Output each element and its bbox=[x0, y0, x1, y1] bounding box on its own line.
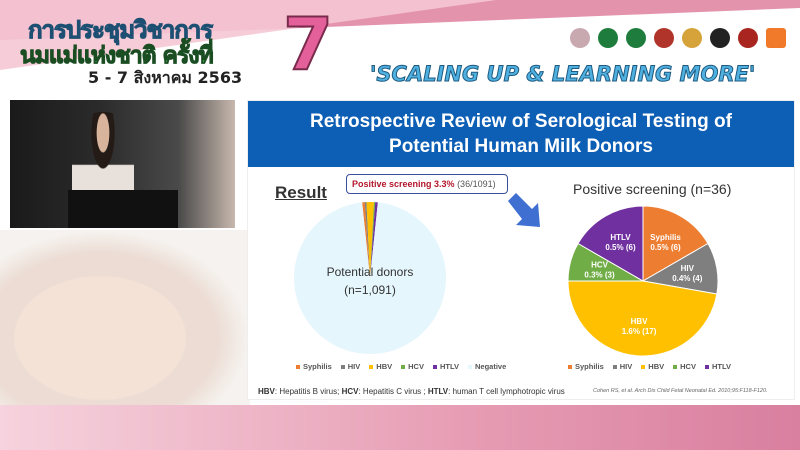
legend-item-syphilis: Syphilis bbox=[568, 362, 604, 371]
legend-item-negative: Negative bbox=[468, 362, 506, 371]
slice-label: HBV bbox=[631, 317, 649, 326]
background-child-photo bbox=[0, 230, 250, 410]
pie-slice-hiv bbox=[364, 202, 370, 278]
pie-slice-hbv bbox=[366, 202, 374, 278]
legend-item-hiv: HIV bbox=[340, 362, 360, 371]
slide-title-line1: Retrospective Review of Serological Test… bbox=[310, 111, 732, 132]
abbr: HCV bbox=[341, 387, 359, 396]
arrow-icon bbox=[508, 193, 540, 227]
presentation-slide: Retrospective Review of Serological Test… bbox=[247, 100, 795, 400]
slice-label: 0.4% (4) bbox=[672, 274, 703, 283]
legend-item-hcv: HCV bbox=[673, 362, 696, 371]
logo-icon bbox=[654, 28, 674, 48]
abbr: HTLV bbox=[427, 387, 449, 396]
slide-title-line2: Potential Human Milk Donors bbox=[389, 136, 653, 157]
logo-icon bbox=[710, 28, 730, 48]
bottom-band bbox=[0, 405, 800, 450]
event-date: 5 - 7 สิงหาคม 2563 bbox=[88, 68, 243, 87]
legend-item-hbv: HBV bbox=[369, 362, 392, 371]
event-title-line1: การประชุมวิชาการ bbox=[27, 16, 213, 45]
result-heading: Result bbox=[275, 183, 327, 202]
center-label: Potential donors bbox=[327, 265, 414, 279]
center-label: (n=1,091) bbox=[344, 283, 396, 297]
legend-item-syphilis: Syphilis bbox=[296, 362, 332, 371]
slice-label: 0.5% (6) bbox=[650, 243, 681, 252]
abbr: HBV bbox=[258, 387, 275, 396]
logo-icon bbox=[626, 28, 646, 48]
logo-icon bbox=[598, 28, 618, 48]
right-chart-title: Positive screening (n=36) bbox=[573, 181, 732, 197]
event-slogan: 'SCALING UP & LEARNING MORE' bbox=[369, 62, 756, 87]
abbr-text: : Hepatitis B virus; bbox=[274, 387, 342, 396]
positive-callout: Positive screening 3.3% (36/1091) bbox=[346, 174, 508, 194]
legend-item-htlv: HTLV bbox=[704, 362, 731, 371]
speaker-video bbox=[10, 100, 235, 228]
legend-item-htlv: HTLV bbox=[432, 362, 459, 371]
slice-label: 0.3% (3) bbox=[584, 270, 615, 279]
legend-item-hiv: HIV bbox=[612, 362, 632, 371]
logo-icon bbox=[766, 28, 786, 48]
citation: Cohen RS, et al. Arch Dis Child Fetal Ne… bbox=[593, 388, 768, 394]
footnote: HBV: Hepatitis B virus; HCV: Hepatitis C… bbox=[258, 387, 565, 396]
slice-label: HCV bbox=[591, 260, 609, 269]
slice-label: HIV bbox=[681, 264, 695, 273]
slice-label: 1.6% (17) bbox=[622, 327, 657, 336]
podium bbox=[68, 190, 178, 228]
event-number: 7 bbox=[282, 1, 334, 87]
pie-slice-negative bbox=[294, 202, 446, 354]
abbr-text: : human T cell lymphotropic virus bbox=[448, 387, 565, 396]
abbr-text: : Hepatitis C virus ; bbox=[358, 387, 428, 396]
pie-slice-htlv bbox=[577, 205, 644, 282]
pie-slice-hcv bbox=[370, 202, 376, 278]
right-legend: Syphilis HIV HBV HCV HTLV bbox=[568, 362, 731, 371]
slice-label: 0.5% (6) bbox=[605, 243, 636, 252]
slice-label: HTLV bbox=[610, 233, 631, 242]
callout-count: (36/1091) bbox=[457, 179, 496, 189]
logo-icon bbox=[738, 28, 758, 48]
slide-title: Retrospective Review of Serological Test… bbox=[248, 101, 794, 167]
sponsor-logos bbox=[570, 28, 786, 48]
pie-slice-syphilis bbox=[362, 202, 370, 278]
event-title-line2: นมแม่แห่งชาติ ครั้งที่ bbox=[20, 43, 215, 70]
pie-slice-syphilis bbox=[642, 205, 709, 282]
legend-item-hbv: HBV bbox=[641, 362, 664, 371]
pie-slice-htlv bbox=[370, 202, 378, 278]
left-legend: Syphilis HIV HBV HCV HTLV Negative bbox=[296, 362, 506, 371]
slice-label: Syphilis bbox=[650, 233, 681, 242]
pie-slice-hbv bbox=[567, 280, 718, 357]
logo-icon bbox=[682, 28, 702, 48]
legend-item-hcv: HCV bbox=[401, 362, 424, 371]
logo-icon bbox=[570, 28, 590, 48]
callout-percent: Positive screening 3.3% bbox=[352, 179, 455, 189]
